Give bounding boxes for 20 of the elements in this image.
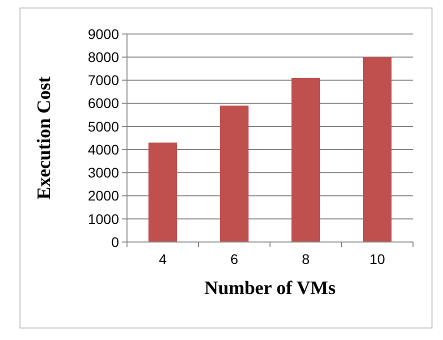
x-tick-label: 8 [302,251,310,267]
y-tick-label: 9000 [88,26,120,42]
y-tick-label: 2000 [88,188,120,204]
bar [148,142,178,242]
x-tick-label: 6 [230,251,238,267]
y-tick-label: 0 [111,234,120,250]
x-tick-label: 10 [369,251,386,267]
x-tick-label: 4 [158,251,167,267]
y-tick-label: 8000 [88,49,120,66]
y-tick-label: 3000 [88,164,120,181]
bar [220,106,249,242]
bar [291,78,320,242]
y-tick-label: 5000 [88,118,120,134]
x-axis-title: Number of VMs [204,278,336,299]
y-tick-label: 7000 [88,72,120,88]
y-axis-title: Execution Cost [34,76,55,200]
y-tick-label: 4000 [88,141,120,158]
bar [362,57,392,242]
y-tick-label: 6000 [88,95,120,112]
y-tick-label: 1000 [88,210,120,227]
